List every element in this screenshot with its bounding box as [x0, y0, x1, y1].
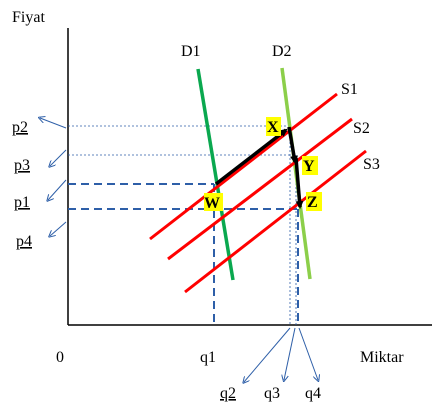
arrow-p1	[48, 179, 67, 200]
quantity-label-q4: q4	[305, 385, 321, 402]
supply-curve-s1	[149, 92, 338, 241]
point-label-x: X	[267, 119, 279, 136]
label-s3: S3	[363, 156, 380, 173]
supply-curve-s3	[184, 149, 367, 294]
price-label-p4[interactable]: p4	[16, 233, 32, 250]
arrow-p3	[50, 149, 67, 166]
quantity-label-q1: q1	[200, 349, 216, 366]
supply-curve-s2	[167, 117, 353, 261]
arrow-x-to-y	[287, 126, 298, 164]
arrow-q2	[244, 327, 291, 382]
arrow-p4	[50, 221, 67, 236]
arrow-p2	[40, 118, 67, 129]
highlight-z	[306, 192, 322, 211]
price-label-p2[interactable]: p2	[12, 119, 28, 136]
label-d1: D1	[181, 43, 201, 60]
x-axis-label: Miktar	[360, 349, 404, 366]
point-label-z: Z	[307, 194, 318, 211]
highlight-w	[204, 193, 223, 211]
label-s1: S1	[341, 81, 358, 98]
origin-label: 0	[56, 349, 64, 366]
highlight-y	[302, 156, 318, 175]
point-label-w: W	[204, 195, 220, 212]
demand-curve-d1	[196, 68, 235, 281]
price-label-p1[interactable]: p1	[14, 194, 30, 211]
y-axis-label: Fiyat	[12, 9, 45, 26]
arrow-y-to-z	[294, 157, 304, 209]
arrow-w-to-x	[214, 128, 288, 186]
label-d2: D2	[272, 43, 292, 60]
point-label-y: Y	[303, 158, 315, 175]
label-s2: S2	[353, 120, 370, 137]
arrow-q4	[298, 327, 318, 380]
highlight-x	[266, 117, 281, 136]
arrow-q3	[284, 327, 296, 380]
quantity-label-q3: q3	[264, 385, 280, 402]
price-label-p3[interactable]: p3	[14, 157, 30, 174]
quantity-label-q2[interactable]: q2	[220, 385, 236, 402]
